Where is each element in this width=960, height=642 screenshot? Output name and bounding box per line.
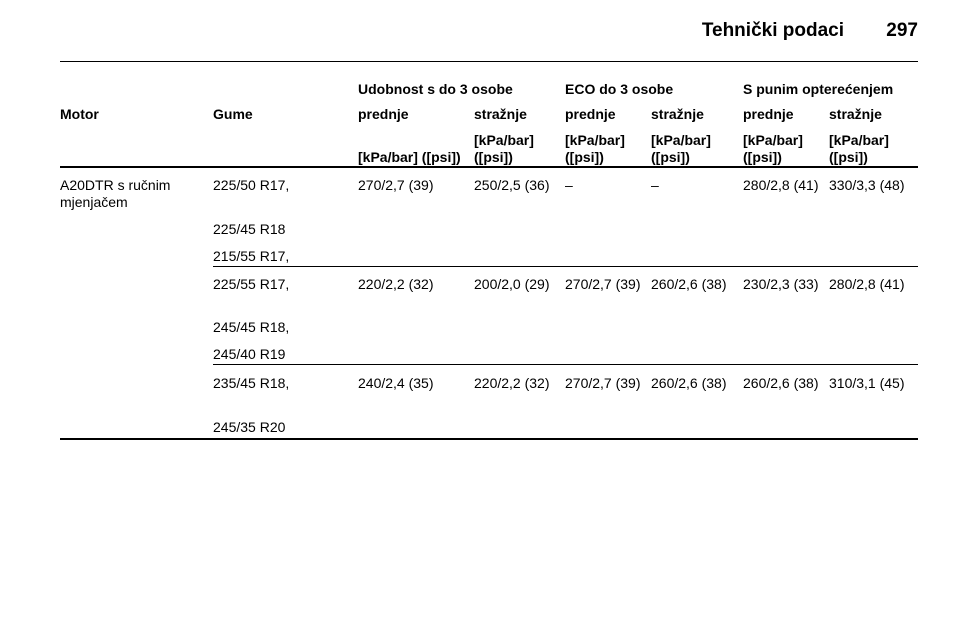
- pressure: 260/2,6 (38): [743, 375, 819, 391]
- pressure: –: [651, 177, 659, 193]
- row-rule: [213, 364, 918, 365]
- header-title: Tehnički podaci: [701, 20, 844, 41]
- column-header: prednje: [358, 106, 409, 122]
- tyre: 235/45 R18,: [213, 375, 290, 391]
- pressure: 270/2,7 (39): [358, 177, 434, 193]
- unit: [kPa/bar] ([psi]): [474, 132, 534, 165]
- column-header: stražnje: [474, 106, 527, 122]
- header-rule: [60, 61, 918, 62]
- column-header: stražnje: [651, 106, 704, 122]
- unit: [kPa/bar] ([psi]): [651, 132, 711, 165]
- pressure: 250/2,5 (36): [474, 177, 550, 193]
- pressure: 220/2,2 (32): [474, 375, 550, 391]
- pressure: 260/2,6 (38): [651, 375, 727, 391]
- unit: [kPa/bar] ([psi]): [743, 132, 803, 165]
- column-header: prednje: [743, 106, 794, 122]
- pressure: 270/2,7 (39): [565, 375, 641, 391]
- tyre: 245/35 R20: [213, 419, 286, 435]
- motor: A20DTR s ručnim mjenjačem: [60, 177, 171, 210]
- pressure: 330/3,3 (48): [829, 177, 905, 193]
- group-header: Udobnost s do 3 osobe: [358, 81, 513, 97]
- pressure: 200/2,0 (29): [474, 276, 550, 292]
- pressure: 230/2,3 (33): [743, 276, 819, 292]
- tyre: 245/45 R18,: [213, 319, 290, 335]
- tyre: 225/55 R17,: [213, 276, 290, 292]
- group-header: ECO do 3 osobe: [565, 81, 674, 97]
- tyre: 225/50 R17,: [213, 177, 290, 193]
- unit: [kPa/bar] ([psi]): [565, 132, 625, 165]
- tyre: 215/55 R17,: [213, 248, 290, 264]
- column-header: Motor: [60, 106, 99, 122]
- pressure: –: [565, 177, 573, 193]
- column-header: Gume: [213, 106, 253, 122]
- page-number: 297: [886, 20, 918, 41]
- group-header: S punim opterećenjem: [743, 81, 894, 97]
- column-header: prednje: [565, 106, 616, 122]
- row-rule: [213, 266, 918, 267]
- pressure: 270/2,7 (39): [565, 276, 641, 292]
- header-rule: [60, 166, 918, 168]
- tyre: 225/45 R18: [213, 221, 286, 237]
- column-header: stražnje: [829, 106, 882, 122]
- pressure: 260/2,6 (38): [651, 276, 727, 292]
- unit: [kPa/bar] ([psi]): [358, 149, 461, 165]
- pressure: 280/2,8 (41): [743, 177, 819, 193]
- pressure: 240/2,4 (35): [358, 375, 434, 391]
- row-rule: [60, 438, 918, 440]
- pressure: 310/3,1 (45): [829, 375, 905, 391]
- pressure: 220/2,2 (32): [358, 276, 434, 292]
- tyre: 245/40 R19: [213, 346, 286, 362]
- pressure: 280/2,8 (41): [829, 276, 905, 292]
- unit: [kPa/bar] ([psi]): [829, 132, 889, 165]
